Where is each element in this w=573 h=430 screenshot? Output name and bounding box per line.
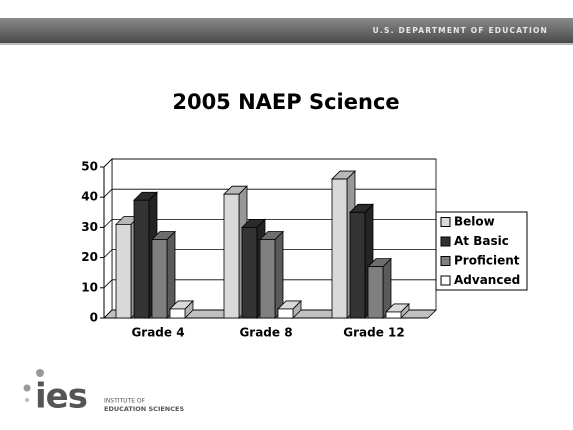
grid-line	[103, 219, 113, 228]
y-tick-label: 10	[81, 280, 98, 294]
legend-swatch	[440, 217, 451, 227]
bar	[223, 193, 240, 319]
legend-swatch	[440, 256, 451, 266]
grid-line	[103, 279, 113, 289]
y-tick-label: 50	[81, 160, 98, 174]
logo-dot	[25, 398, 29, 402]
y-tick-label: 40	[81, 190, 98, 204]
grid-line	[103, 309, 113, 319]
legend-swatch	[440, 275, 451, 286]
bar	[385, 311, 402, 319]
header-agency: U.S. DEPARTMENT OF EDUCATION	[373, 26, 548, 35]
bar	[241, 226, 258, 319]
logo-line: INSTITUTE OF	[104, 398, 146, 405]
logo-text: ies	[35, 377, 87, 417]
header-bar	[0, 18, 573, 43]
y-tick-label: 30	[81, 220, 98, 234]
logo-dot	[23, 384, 31, 392]
legend-label: Proficient	[454, 254, 520, 268]
legend-box	[435, 211, 528, 291]
legend-label: At Basic	[454, 234, 509, 248]
side-wall	[103, 158, 113, 319]
grid-line	[103, 158, 113, 168]
header-rule	[0, 43, 573, 45]
bar	[115, 223, 132, 319]
bar	[331, 178, 348, 319]
bar	[259, 239, 276, 319]
bar	[133, 199, 150, 319]
logo-line: EDUCATION SCIENCES	[104, 405, 184, 413]
bar	[169, 308, 186, 319]
y-tick-label: 20	[81, 250, 98, 264]
footer-logo: ies INSTITUTE OF EDUCATION SCIENCES	[23, 369, 184, 417]
legend-label: Below	[454, 215, 495, 229]
y-tick-label: 0	[90, 311, 98, 325]
bar	[151, 239, 168, 319]
bar	[367, 266, 384, 319]
x-tick-label: Grade 8	[239, 326, 292, 340]
legend-swatch	[440, 236, 451, 247]
legend-label: Advanced	[454, 273, 520, 287]
bar	[277, 308, 294, 319]
logo-dot	[36, 369, 44, 377]
bar	[349, 211, 366, 319]
grid-line	[103, 249, 113, 258]
grid-line	[103, 188, 113, 198]
x-tick-label: Grade 12	[343, 326, 404, 340]
chart-title: 2005 NAEP Science	[172, 90, 399, 114]
x-tick-label: Grade 4	[131, 326, 184, 340]
